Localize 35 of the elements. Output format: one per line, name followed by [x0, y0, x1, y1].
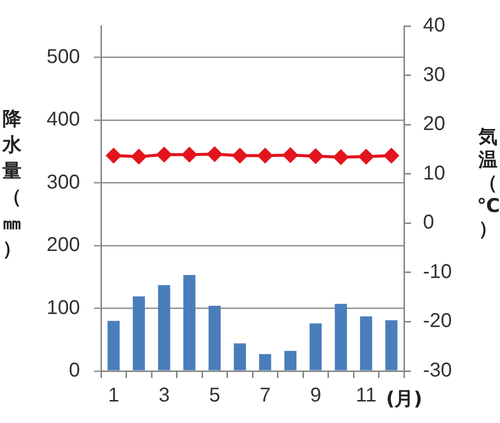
y-tick-label: 100	[46, 296, 80, 319]
y2-tick-label: -20	[423, 310, 452, 332]
bar	[360, 316, 372, 370]
x-tick-label: 1	[108, 384, 120, 407]
y2-tick-label: 30	[423, 64, 446, 86]
y2-tick-label: -10	[423, 260, 452, 283]
bar	[208, 306, 221, 370]
bar	[284, 350, 296, 370]
bar	[183, 275, 196, 370]
y2-axis-title: 気温（℃）	[477, 126, 500, 241]
y2-tick-label: 20	[423, 113, 446, 136]
x-tick-label: 11	[356, 384, 377, 407]
y-tick-label: 500	[46, 46, 80, 68]
y2-tick-label: 40	[423, 14, 446, 37]
y-tick-label: 200	[46, 234, 80, 256]
bar	[234, 343, 246, 370]
bar	[259, 354, 272, 370]
y-tick-label: 0	[68, 360, 80, 382]
y-tick-label: 300	[46, 171, 80, 194]
bar	[158, 285, 170, 370]
y-axis-title: 降水量（㎜）	[1, 107, 22, 262]
y2-tick-label: 0	[423, 212, 434, 234]
bar	[108, 320, 120, 370]
x-tick-label: 5	[209, 384, 220, 407]
y-tick-label: 400	[46, 108, 80, 131]
bar	[385, 320, 398, 370]
bar	[132, 296, 145, 370]
bar	[334, 304, 347, 370]
x-axis-title: (月)	[386, 387, 422, 412]
x-tick-label: 7	[260, 384, 271, 407]
y2-tick-label: -30	[423, 360, 452, 382]
x-tick-label: 9	[310, 384, 322, 407]
x-tick-label: 3	[158, 384, 170, 407]
bar	[310, 323, 322, 370]
y2-tick-label: 10	[423, 162, 446, 184]
